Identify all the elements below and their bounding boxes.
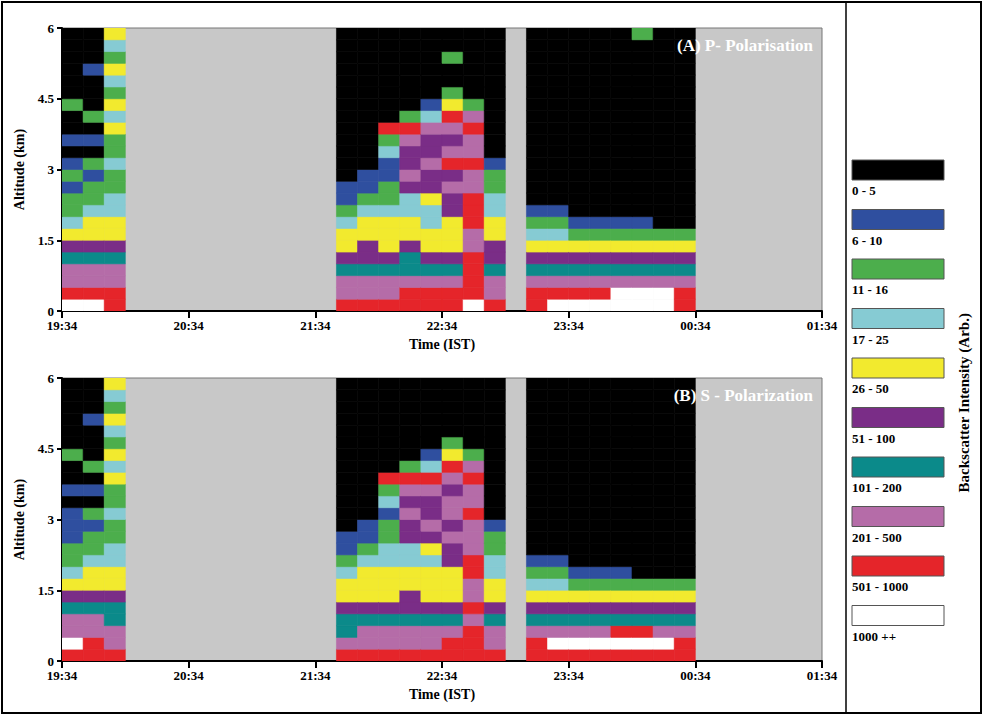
svg-text:0: 0 — [48, 304, 55, 319]
svg-text:23:34: 23:34 — [553, 318, 584, 333]
svg-text:(B) S - Polarization: (B) S - Polarization — [674, 386, 814, 405]
svg-text:00:34: 00:34 — [680, 318, 711, 333]
svg-text:6: 6 — [48, 371, 55, 386]
svg-text:3: 3 — [48, 512, 55, 527]
svg-text:501 - 1000: 501 - 1000 — [852, 579, 908, 594]
svg-text:4.5: 4.5 — [38, 441, 55, 456]
svg-text:Time (IST): Time (IST) — [409, 337, 476, 353]
svg-text:6 - 10: 6 - 10 — [852, 233, 882, 248]
svg-text:Altitude (km): Altitude (km) — [12, 479, 28, 561]
svg-text:(A) P- Polarisation: (A) P- Polarisation — [677, 36, 814, 55]
svg-text:21:34: 21:34 — [300, 318, 331, 333]
svg-text:101 - 200: 101 - 200 — [852, 480, 902, 495]
svg-text:Altitude (km): Altitude (km) — [12, 129, 28, 211]
svg-text:22:34: 22:34 — [427, 318, 458, 333]
svg-text:26 - 50: 26 - 50 — [852, 381, 889, 396]
svg-text:1000 ++: 1000 ++ — [852, 629, 896, 644]
svg-text:19:34: 19:34 — [47, 668, 78, 683]
svg-text:19:34: 19:34 — [47, 318, 78, 333]
svg-text:0: 0 — [48, 654, 55, 669]
svg-text:Backscatter Intensity (Arb.): Backscatter Intensity (Arb.) — [956, 313, 973, 492]
svg-text:23:34: 23:34 — [553, 668, 584, 683]
svg-text:00:34: 00:34 — [680, 668, 711, 683]
svg-text:22:34: 22:34 — [427, 668, 458, 683]
svg-text:3: 3 — [48, 162, 55, 177]
svg-text:21:34: 21:34 — [300, 668, 331, 683]
svg-text:17 - 25: 17 - 25 — [852, 332, 889, 347]
svg-text:6: 6 — [48, 21, 55, 36]
svg-text:51 - 100: 51 - 100 — [852, 431, 895, 446]
svg-text:01:34: 01:34 — [807, 318, 838, 333]
svg-text:1.5: 1.5 — [38, 583, 55, 598]
svg-text:201 - 500: 201 - 500 — [852, 530, 902, 545]
svg-text:11 - 16: 11 - 16 — [852, 282, 889, 297]
svg-text:01:34: 01:34 — [807, 668, 838, 683]
svg-text:4.5: 4.5 — [38, 91, 55, 106]
svg-text:1.5: 1.5 — [38, 233, 55, 248]
svg-text:20:34: 20:34 — [173, 668, 204, 683]
svg-text:20:34: 20:34 — [173, 318, 204, 333]
svg-text:0 - 5: 0 - 5 — [852, 183, 876, 198]
svg-text:Time (IST): Time (IST) — [409, 687, 476, 703]
